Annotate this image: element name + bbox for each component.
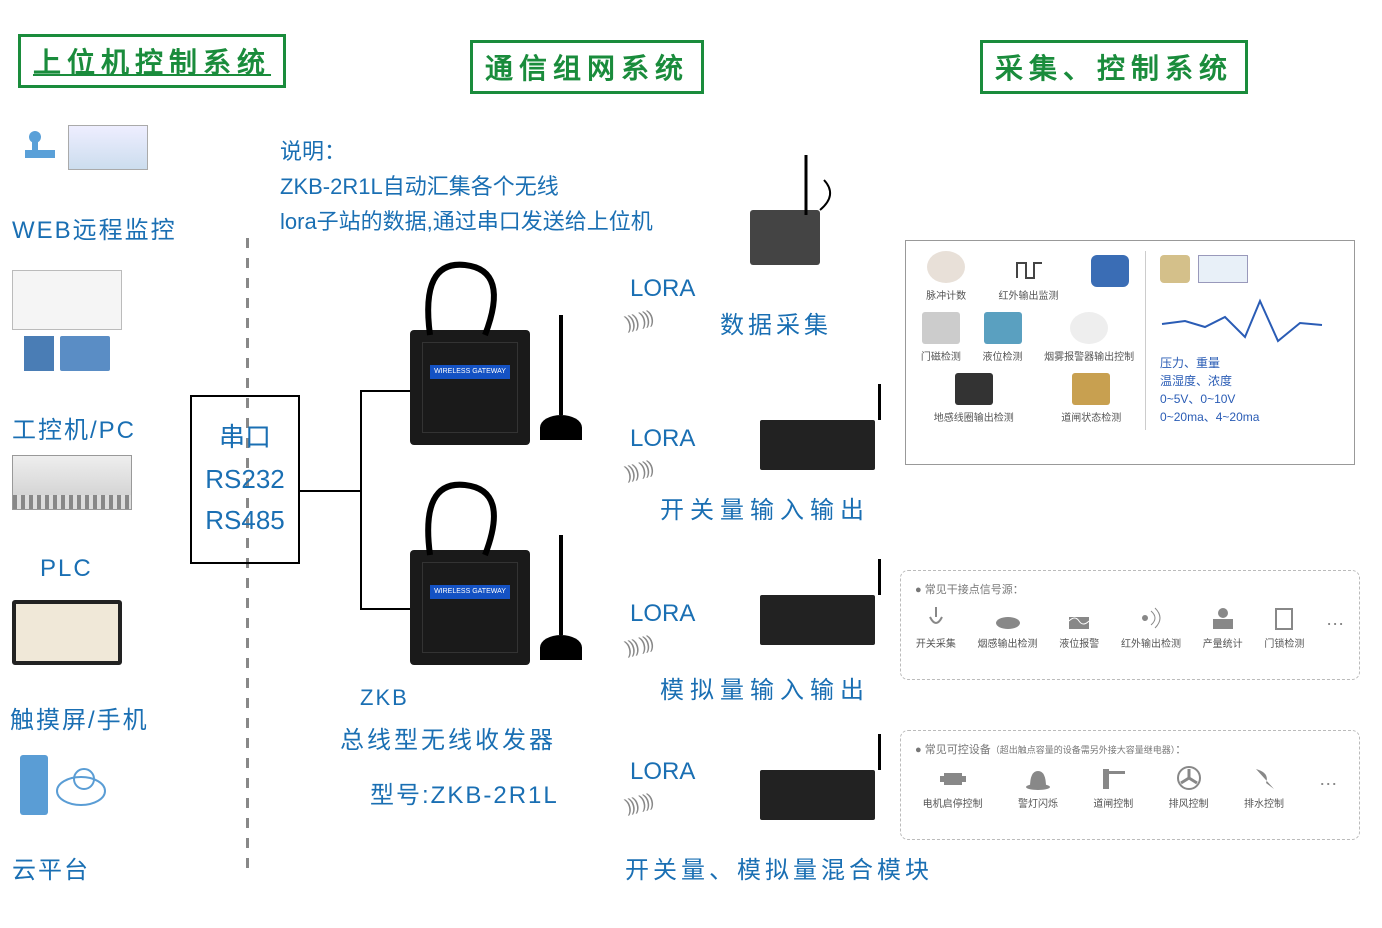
icon-pc <box>12 270 122 371</box>
sensor-panel: 脉冲计数 红外输出监测 门磁检测 液位检测 烟雾报警器输出控制 地感线圈输出检测… <box>905 240 1355 465</box>
antenna-1 <box>540 415 582 440</box>
antenna-2 <box>540 635 582 660</box>
cable-2 <box>410 470 540 560</box>
sig-more: ⋯ <box>1326 614 1344 650</box>
sig-lock: 门锁检测 <box>1264 605 1304 650</box>
cable-1 <box>410 250 540 340</box>
sensor-smoke: 烟雾报警器输出控制 <box>1044 312 1134 363</box>
node-label-2: 开关量输入输出 <box>660 490 870 525</box>
serial-l3: RS485 <box>202 500 288 542</box>
serial-port-box: 串口 RS232 RS485 <box>190 395 300 564</box>
sig-switch: 开关采集 <box>916 605 956 650</box>
header-right: 采集、控制系统 <box>980 40 1248 94</box>
ctrl-gate: 道闸控制 <box>1093 765 1133 810</box>
wireless-2: ))) ))) <box>623 457 654 484</box>
sig-count: 产量统计 <box>1203 605 1243 650</box>
lora-tag-2: LORA <box>630 425 695 453</box>
lora-tag-3: LORA <box>630 600 695 628</box>
line-h-up <box>360 390 410 392</box>
serial-l1: 串口 <box>202 417 288 459</box>
sig-liquid: 液位报警 <box>1059 605 1099 650</box>
lora-tag-1: LORA <box>630 275 695 303</box>
sensor-pressure-icon <box>1160 255 1190 283</box>
icon-web-monitor <box>20 125 148 170</box>
desc-line1: ZKB-2R1L自动汇集各个无线 <box>280 170 559 203</box>
wireless-1: ))) ))) <box>623 307 654 334</box>
gateway-device-2: WIRELESS GATEWAY <box>410 550 530 665</box>
sensor-ir2 <box>1091 255 1129 302</box>
line-v <box>360 390 362 610</box>
node-label-1: 数据采集 <box>720 305 832 340</box>
io-module-3 <box>760 770 875 820</box>
icon-touch <box>12 600 122 665</box>
ctrl-motor: 电机启停控制 <box>923 765 983 810</box>
ctrl-drain: 排水控制 <box>1244 765 1284 810</box>
wireless-3: ))) ))) <box>623 632 654 659</box>
header-left: 上位机控制系统 <box>18 34 286 88</box>
label-web: WEB远程监控 <box>12 210 177 245</box>
sig-ir: 红外输出检测 <box>1121 605 1181 650</box>
node-label-3: 模拟量输入输出 <box>660 670 870 705</box>
label-touch: 触摸屏/手机 <box>10 700 149 735</box>
lora-tag-4: LORA <box>630 758 695 786</box>
control-panel-title: ● 常见可控设备（超出触点容量的设备需另外接大容量继电器）： <box>915 741 1345 757</box>
node-label-4: 开关量、模拟量混合模块 <box>625 850 933 885</box>
gateway-device-1: WIRELESS GATEWAY <box>410 330 530 445</box>
serial-l2: RS232 <box>202 459 288 501</box>
sensor-door: 门磁检测 <box>921 312 961 363</box>
ctrl-more: ⋯ <box>1319 774 1337 810</box>
sensor-humidity-icon <box>1198 255 1248 283</box>
line-h1 <box>300 490 360 492</box>
zkb-sub: 总线型无线收发器 <box>340 720 556 755</box>
sensor-gate: 道闸状态检测 <box>1061 373 1121 424</box>
label-pc: 工控机/PC <box>12 410 136 445</box>
ctrl-fan: 排风控制 <box>1169 765 1209 810</box>
zkb-name: ZKB <box>360 685 409 711</box>
desc-title: 说明： <box>280 135 346 168</box>
label-plc: PLC <box>40 555 93 583</box>
wireless-4: ))) ))) <box>623 790 654 817</box>
sensor-pulse: 脉冲计数 <box>926 251 966 302</box>
label-cloud: 云平台 <box>12 850 90 885</box>
io-module-2 <box>760 595 875 645</box>
user-desk-icon <box>20 125 60 165</box>
cloud-icon <box>54 763 109 808</box>
desc-line2: lora子站的数据,通过串口发送给上位机 <box>280 205 653 238</box>
sensor-ir: 红外输出监测 <box>999 253 1059 302</box>
collector-antenna <box>800 150 840 220</box>
header-mid: 通信组网系统 <box>470 40 704 94</box>
icon-plc <box>12 455 132 510</box>
signal-panel-title: ● 常见干接点信号源： <box>915 581 1345 597</box>
control-panel: ● 常见可控设备（超出触点容量的设备需另外接大容量继电器）： 电机启停控制 警灯… <box>900 730 1360 840</box>
line-h-dn <box>360 608 410 610</box>
sensor-liquid: 液位检测 <box>983 312 1023 363</box>
sensor-ground: 地感线圈输出检测 <box>934 373 1014 424</box>
zkb-model: 型号:ZKB-2R1L <box>370 775 559 810</box>
sig-smoke: 烟感输出检测 <box>978 605 1038 650</box>
ctrl-alarm: 警灯闪烁 <box>1018 765 1058 810</box>
icon-cloud <box>20 755 109 815</box>
wave-labels: 压力、重量 温湿度、浓度 0~5V、0~10V 0~20ma、4~20ma <box>1160 354 1336 426</box>
io-module-1 <box>760 420 875 470</box>
waveform-chart <box>1160 289 1325 349</box>
signal-panel: ● 常见干接点信号源： 开关采集 烟感输出检测 液位报警 红外输出检测 产量统计… <box>900 570 1360 680</box>
